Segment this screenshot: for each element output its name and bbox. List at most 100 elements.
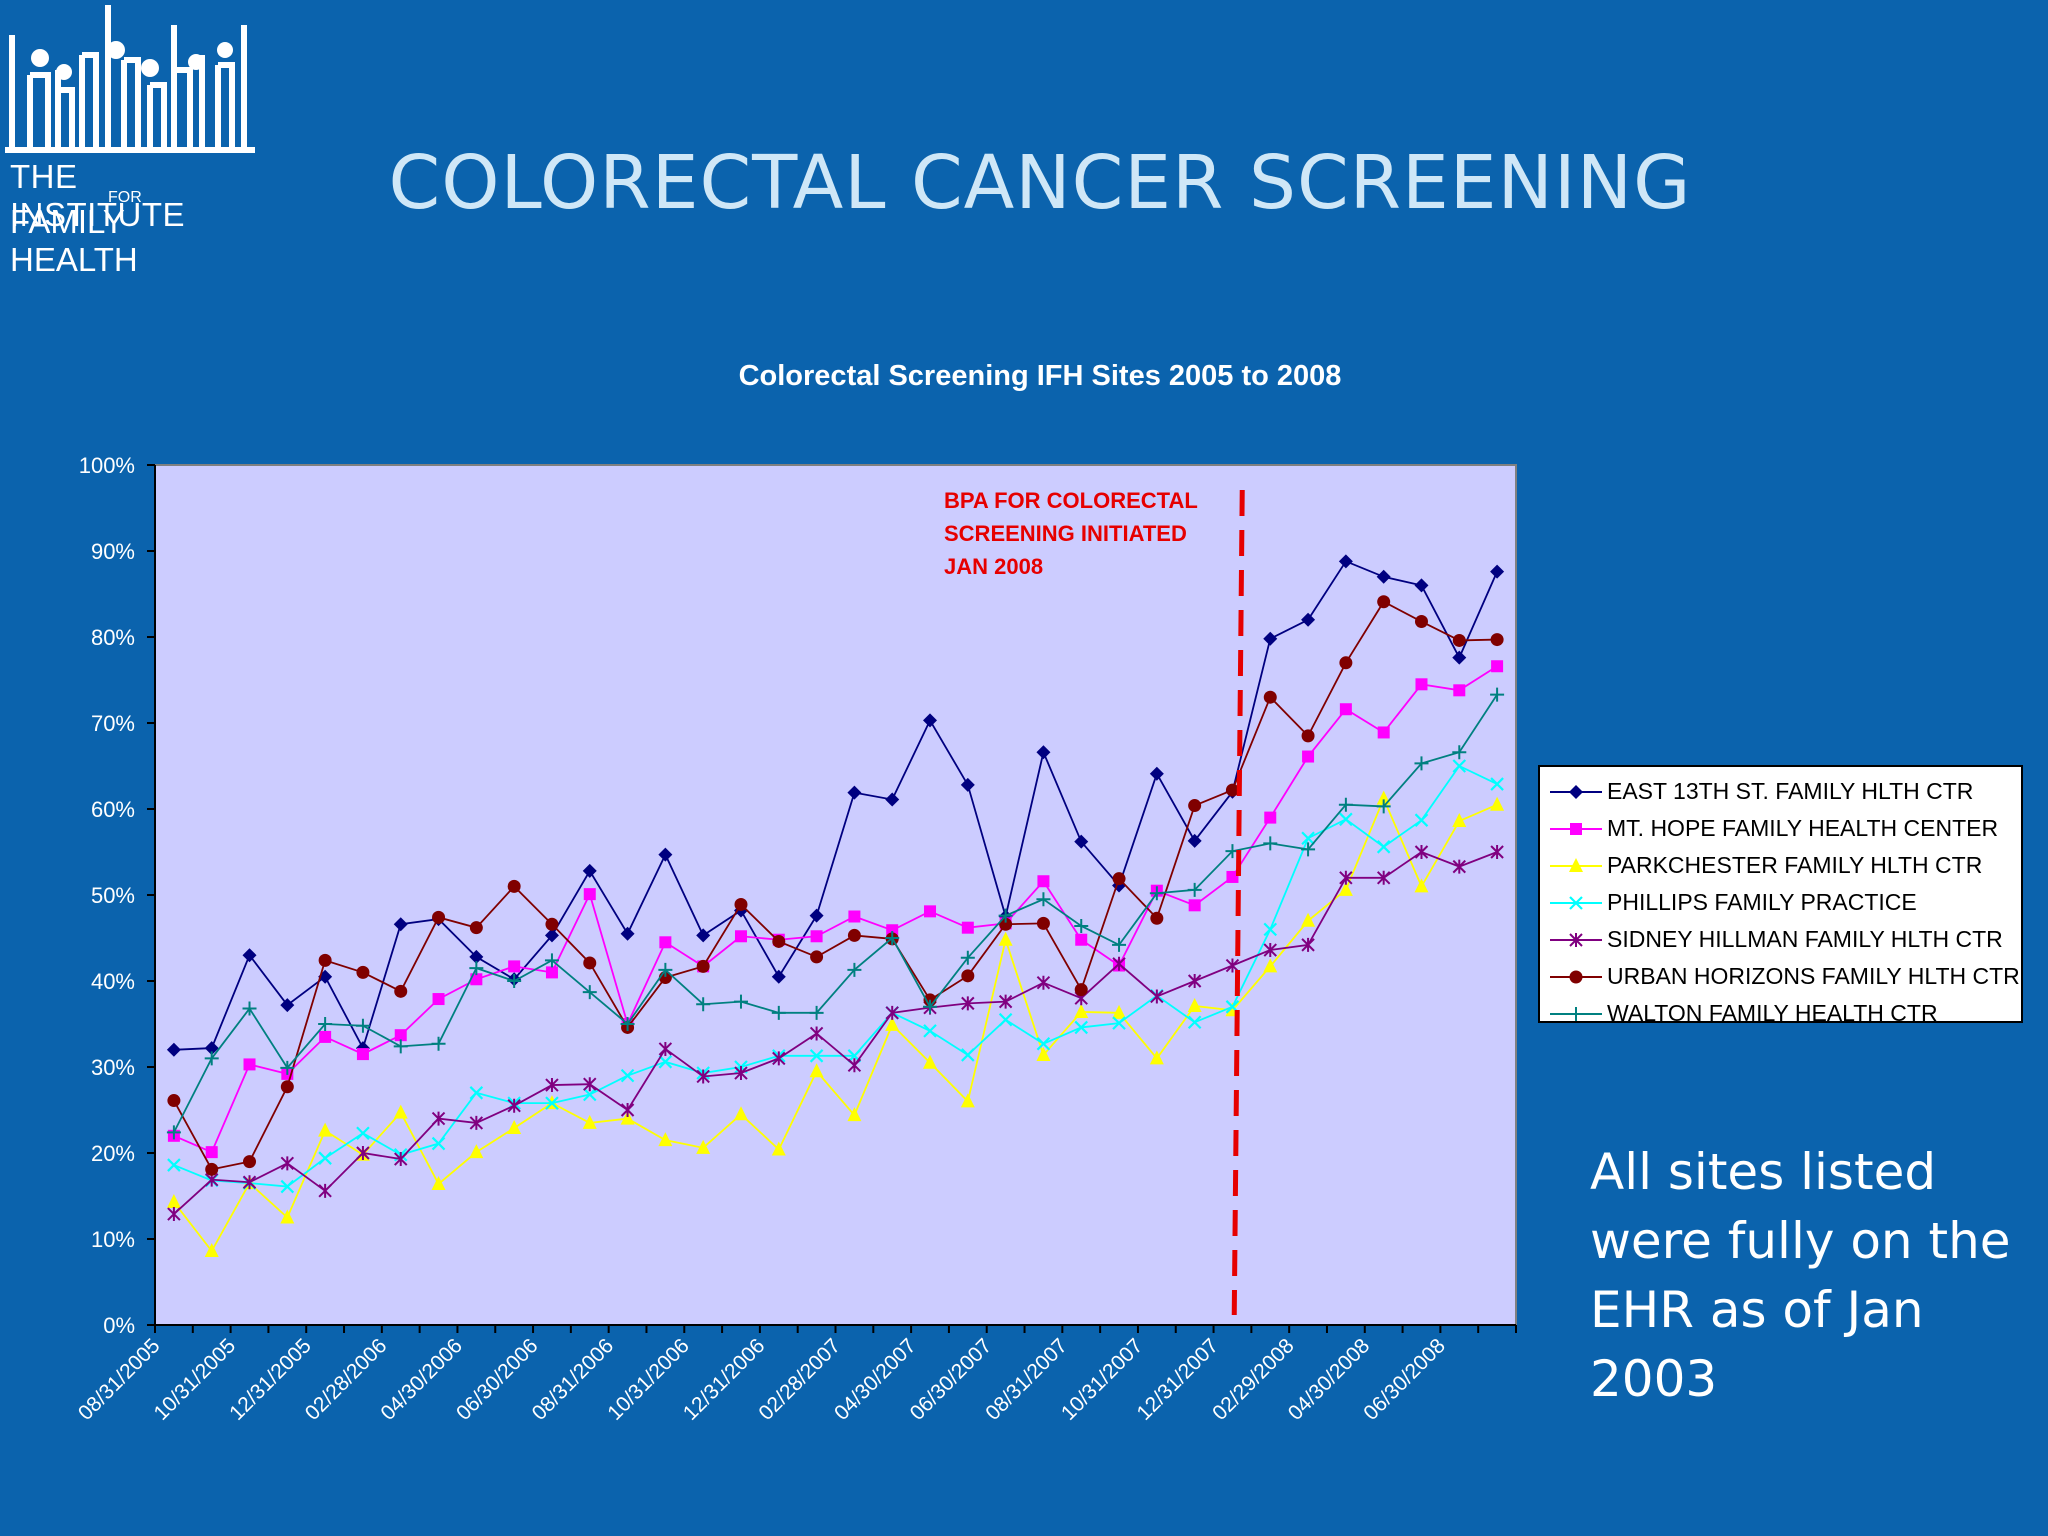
legend-swatch [1550, 970, 1602, 984]
data-point [1112, 1016, 1126, 1030]
series-line [173, 764, 1498, 1188]
data-point [469, 1115, 484, 1130]
series-line [173, 796, 1498, 1253]
data-point [960, 777, 975, 792]
data-point [885, 1016, 900, 1031]
data-point [582, 985, 597, 1000]
data-point [1338, 881, 1353, 896]
data-point [620, 1017, 635, 1031]
data-point [319, 1030, 332, 1043]
data-point [961, 996, 975, 1011]
data-point [469, 961, 484, 976]
data-point [885, 1005, 899, 1020]
data-point [204, 1243, 219, 1258]
data-point [847, 928, 861, 942]
data-point [1301, 842, 1316, 857]
data-point [998, 1012, 1013, 1027]
data-point [1452, 813, 1467, 828]
data-point [431, 1036, 446, 1051]
data-point [1112, 937, 1127, 952]
plot-area [154, 464, 1517, 1326]
data-point [1074, 834, 1089, 849]
data-point [1112, 1004, 1127, 1019]
data-point [1225, 783, 1239, 797]
data-point [1149, 766, 1164, 781]
data-point [583, 956, 597, 970]
data-point [734, 930, 747, 943]
data-point [1415, 678, 1428, 691]
data-point [1452, 759, 1467, 773]
legend-swatch [1550, 896, 1602, 910]
data-point [771, 1005, 786, 1020]
data-point [960, 950, 975, 965]
data-point [507, 1120, 522, 1135]
legend-label: EAST 13TH ST. FAMILY HLTH CTR [1607, 778, 1974, 804]
data-point [583, 888, 596, 901]
data-point [582, 1114, 597, 1129]
chart-title: Colorectal Screening IFH Sites 2005 to 2… [738, 360, 1342, 392]
data-point [318, 953, 332, 967]
data-point [1376, 870, 1391, 885]
data-point [1263, 958, 1278, 973]
data-point [545, 1078, 559, 1093]
legend-item: URBAN HORIZONS FAMILY HLTH CTR [1540, 958, 2025, 995]
data-point [696, 959, 710, 973]
data-point [356, 1126, 370, 1140]
data-point [204, 1041, 219, 1056]
series-5 [167, 595, 1504, 1176]
legend-label: URBAN HORIZONS FAMILY HLTH CTR [1607, 963, 2020, 989]
data-point [1414, 615, 1428, 629]
data-point [469, 921, 483, 935]
data-point [620, 1110, 635, 1125]
data-point [1490, 777, 1504, 791]
data-point [1263, 922, 1278, 937]
data-point [696, 1139, 711, 1154]
data-point [1150, 989, 1164, 1004]
legend-item: SIDNEY HILLMAN FAMILY HLTH CTR [1540, 921, 2025, 958]
y-tick-label: 60% [91, 797, 135, 822]
data-point [470, 973, 483, 986]
data-point [242, 1175, 257, 1190]
data-point [998, 931, 1013, 946]
data-point [545, 1096, 559, 1110]
data-point [1302, 750, 1315, 763]
data-point [1036, 975, 1051, 990]
legend-marker [1569, 858, 1583, 872]
data-point [582, 1087, 597, 1102]
legend-marker [1570, 823, 1582, 835]
annotation-text: JAN 2008 [944, 554, 1043, 579]
data-point [809, 908, 824, 923]
data-point [923, 999, 938, 1014]
data-point [1339, 812, 1353, 827]
data-point [1150, 911, 1164, 925]
data-point [810, 950, 824, 964]
data-point [772, 1051, 786, 1066]
data-point [1377, 726, 1390, 739]
y-tick-label: 80% [91, 625, 135, 650]
series-line [173, 665, 1498, 1154]
data-point [205, 1162, 219, 1176]
data-point [658, 847, 673, 862]
y-tick-label: 20% [91, 1141, 135, 1166]
legend-label: MT. HOPE FAMILY HEALTH CENTER [1607, 815, 1999, 841]
data-point [1338, 554, 1353, 569]
data-point [696, 928, 711, 943]
data-point [393, 1039, 408, 1054]
data-point [1074, 983, 1088, 997]
data-point [1491, 660, 1504, 673]
data-point [280, 998, 295, 1013]
data-point [507, 1098, 521, 1113]
legend-item: PHILLIPS FAMILY PRACTICE [1540, 884, 2025, 921]
y-tick-label: 40% [91, 969, 135, 994]
data-point [1414, 813, 1429, 827]
data-point [847, 1107, 862, 1122]
data-point [1301, 729, 1315, 743]
data-point [848, 910, 861, 923]
data-point [1339, 703, 1352, 716]
data-point [809, 1049, 824, 1063]
data-point [1112, 956, 1126, 971]
data-point [280, 1209, 295, 1224]
data-point [810, 930, 823, 943]
legend-label: WALTON FAMILY HEALTH CTR [1607, 1000, 1938, 1026]
